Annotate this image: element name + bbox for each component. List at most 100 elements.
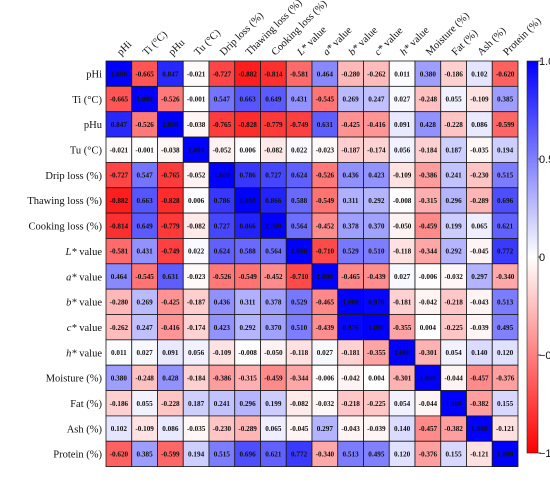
heatmap-cell <box>311 390 339 417</box>
heatmap-cell <box>208 415 236 442</box>
heatmap-cell <box>440 212 467 239</box>
cell-value-label: -0.262 <box>110 324 129 332</box>
cell-value-label: -0.315 <box>419 197 438 205</box>
cell-value-label: 0.297 <box>471 273 488 281</box>
cell-value-label: -0.289 <box>238 425 257 433</box>
cell-value-label: -0.882 <box>110 197 129 205</box>
cell-value-label: -0.230 <box>213 425 232 433</box>
cell-value-label: 1.000 <box>240 197 257 205</box>
heatmap-cell <box>491 263 519 290</box>
heatmap-cell <box>208 111 236 138</box>
heatmap-cell <box>105 364 133 391</box>
heatmap-cell <box>491 60 519 87</box>
cell-value-label: -0.344 <box>419 248 438 256</box>
cell-value-label: -0.376 <box>419 451 438 459</box>
heatmap-cell <box>285 60 313 87</box>
cell-value-label: 0.241 <box>446 172 463 180</box>
cell-value-label: -0.186 <box>444 70 463 78</box>
heatmap-cell <box>260 187 287 214</box>
heatmap-cells: 1.000 -0.665 0.847 -0.021 -0.727 -0.882 -0.814… <box>105 60 519 468</box>
cell-value-label: 0.513 <box>497 298 514 306</box>
heatmap-cell <box>363 390 390 417</box>
cell-value-label: 0.380 <box>111 374 128 382</box>
heatmap-cell <box>234 288 261 315</box>
heatmap-cell <box>491 390 519 417</box>
heatmap-cell <box>363 187 390 214</box>
cell-value-label: 0.055 <box>446 96 463 104</box>
heatmap-cell <box>337 390 364 417</box>
cell-value-label: 0.086 <box>471 121 488 129</box>
cell-value-label: -0.045 <box>290 425 309 433</box>
cell-value-label: -0.665 <box>110 96 129 104</box>
cell-value-label: 1.000 <box>162 121 179 129</box>
heatmap-cell <box>131 136 158 163</box>
heatmap-cell <box>491 161 519 189</box>
row-labels: pHi Ti (°C) pHu Tu (°C) Drip loss (%) Thawing… <box>27 69 102 460</box>
row-label-phu: pHu <box>84 120 103 131</box>
cell-value-label: -0.186 <box>110 400 129 408</box>
heatmap-cell <box>157 85 184 113</box>
heatmap-cell <box>131 212 158 239</box>
heatmap-cell <box>440 390 467 417</box>
cell-value-label: -0.109 <box>393 172 412 180</box>
heatmap-cell <box>285 238 313 265</box>
cell-value-label: -0.526 <box>161 96 180 104</box>
cell-value-label: -0.549 <box>316 197 335 205</box>
heatmap-cell <box>363 136 390 163</box>
cell-value-label: 0.772 <box>497 248 514 256</box>
cell-value-label: -0.008 <box>238 349 257 357</box>
cell-value-label: 0.431 <box>137 248 154 256</box>
heatmap-cell <box>208 187 236 214</box>
cell-value-label: -0.526 <box>213 273 232 281</box>
cell-value-label: -0.045 <box>470 248 489 256</box>
heatmap-cell <box>363 440 390 468</box>
heatmap-cell <box>105 212 133 239</box>
heatmap-cell <box>285 136 313 163</box>
cell-value-label: 0.292 <box>446 248 463 256</box>
cell-value-label: -0.765 <box>213 121 232 129</box>
heatmap-cell <box>466 238 493 265</box>
cell-value-label: 1.000 <box>394 349 411 357</box>
cell-value-label: 1.000 <box>137 96 154 104</box>
heatmap-cell <box>260 136 287 163</box>
heatmap-cell <box>337 440 364 468</box>
column-label-phu: pHu <box>167 37 188 58</box>
cell-value-label: 0.297 <box>317 425 334 433</box>
cell-value-label: -0.043 <box>341 425 360 433</box>
heatmap-cell <box>234 85 261 113</box>
heatmap-cell <box>182 390 210 417</box>
cell-value-label: 0.786 <box>214 197 231 205</box>
heatmap-cell <box>466 85 493 113</box>
cell-value-label: -0.035 <box>470 146 489 154</box>
cell-value-label: -0.118 <box>290 349 309 357</box>
cell-value-label: 0.296 <box>446 197 463 205</box>
cell-value-label: 0.564 <box>265 248 282 256</box>
cell-value-label: -0.118 <box>393 248 412 256</box>
cell-value-label: 0.140 <box>471 349 488 357</box>
cell-value-label: -0.526 <box>316 172 335 180</box>
cell-value-label: -0.187 <box>187 298 206 306</box>
cell-value-label: 0.624 <box>291 172 308 180</box>
row-label-h-value: h* value <box>66 348 102 359</box>
cell-value-label: -0.452 <box>264 273 283 281</box>
heatmap-cell <box>105 85 133 113</box>
heatmap-cell <box>363 415 390 442</box>
heatmap-cell <box>363 263 390 290</box>
cell-value-label: -0.248 <box>419 96 438 104</box>
heatmap-cell <box>131 390 158 417</box>
cell-value-label: -0.218 <box>444 298 463 306</box>
cell-value-label: -0.545 <box>316 96 335 104</box>
cell-value-label: -0.549 <box>238 273 257 281</box>
cell-value-label: 0.513 <box>343 451 360 459</box>
cell-value-label: 0.102 <box>471 70 488 78</box>
cell-value-label: 0.065 <box>265 425 282 433</box>
heatmap-cell <box>234 390 261 417</box>
cell-value-label: 0.529 <box>343 248 360 256</box>
cell-value-label: -0.620 <box>110 451 129 459</box>
cell-value-label: 1.000 <box>188 146 205 154</box>
cell-value-label: -0.459 <box>264 374 283 382</box>
heatmap-cell <box>285 314 313 341</box>
heatmap-cell <box>208 339 236 366</box>
cell-value-label: 0.187 <box>188 400 205 408</box>
cell-value-label: -0.376 <box>496 374 515 382</box>
